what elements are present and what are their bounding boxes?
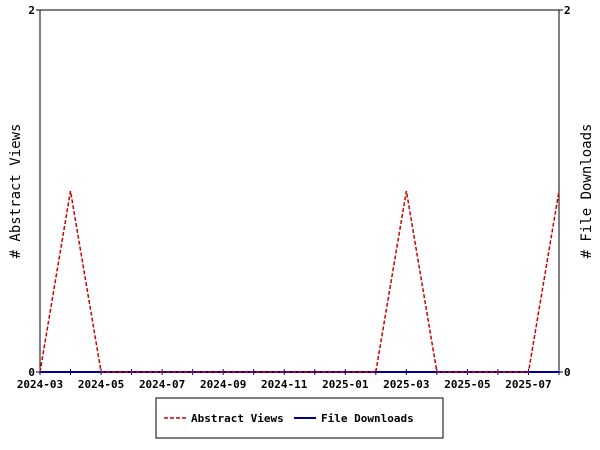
x-tick-label-2024-11: 2024-11 bbox=[261, 378, 308, 391]
x-tick-label-2025-01: 2025-01 bbox=[322, 378, 369, 391]
y-axis-tick-labels: 02 bbox=[28, 4, 40, 379]
x-tick-label-2025-07: 2025-07 bbox=[505, 378, 551, 391]
x-tick-label-2024-07: 2024-07 bbox=[139, 378, 185, 391]
legend-label-file-downloads: File Downloads bbox=[321, 412, 414, 425]
x-tick-label-2024-09: 2024-09 bbox=[200, 378, 246, 391]
x-tick-label-2025-03: 2025-03 bbox=[383, 378, 429, 391]
y2-tick-label-0: 0 bbox=[564, 366, 571, 379]
y-axis-title: # Abstract Views bbox=[8, 124, 24, 259]
x-tick-label-2024-05: 2024-05 bbox=[78, 378, 124, 391]
x-tick-label-2025-05: 2025-05 bbox=[444, 378, 490, 391]
y2-axis-tick-labels: 02 bbox=[559, 4, 571, 379]
series-line-abstract-views bbox=[39, 190, 560, 373]
legend-label-abstract-views: Abstract Views bbox=[191, 412, 284, 425]
y-tick-label-2: 2 bbox=[28, 4, 35, 17]
x-axis-tick-labels: 2024-03 2024-05 2024-07 2024-09 2024-11 2025-… bbox=[17, 378, 552, 391]
y2-tick-label-2: 2 bbox=[564, 4, 571, 17]
legend-items: Abstract Views File Downloads bbox=[164, 412, 414, 425]
y2-axis-title: # File Downloads bbox=[579, 124, 595, 259]
y-tick-label-0: 0 bbox=[28, 366, 35, 379]
series-layer bbox=[39, 190, 560, 373]
legend: Abstract Views File Downloads bbox=[155, 397, 444, 439]
x-tick-label-2024-03: 2024-03 bbox=[17, 378, 63, 391]
